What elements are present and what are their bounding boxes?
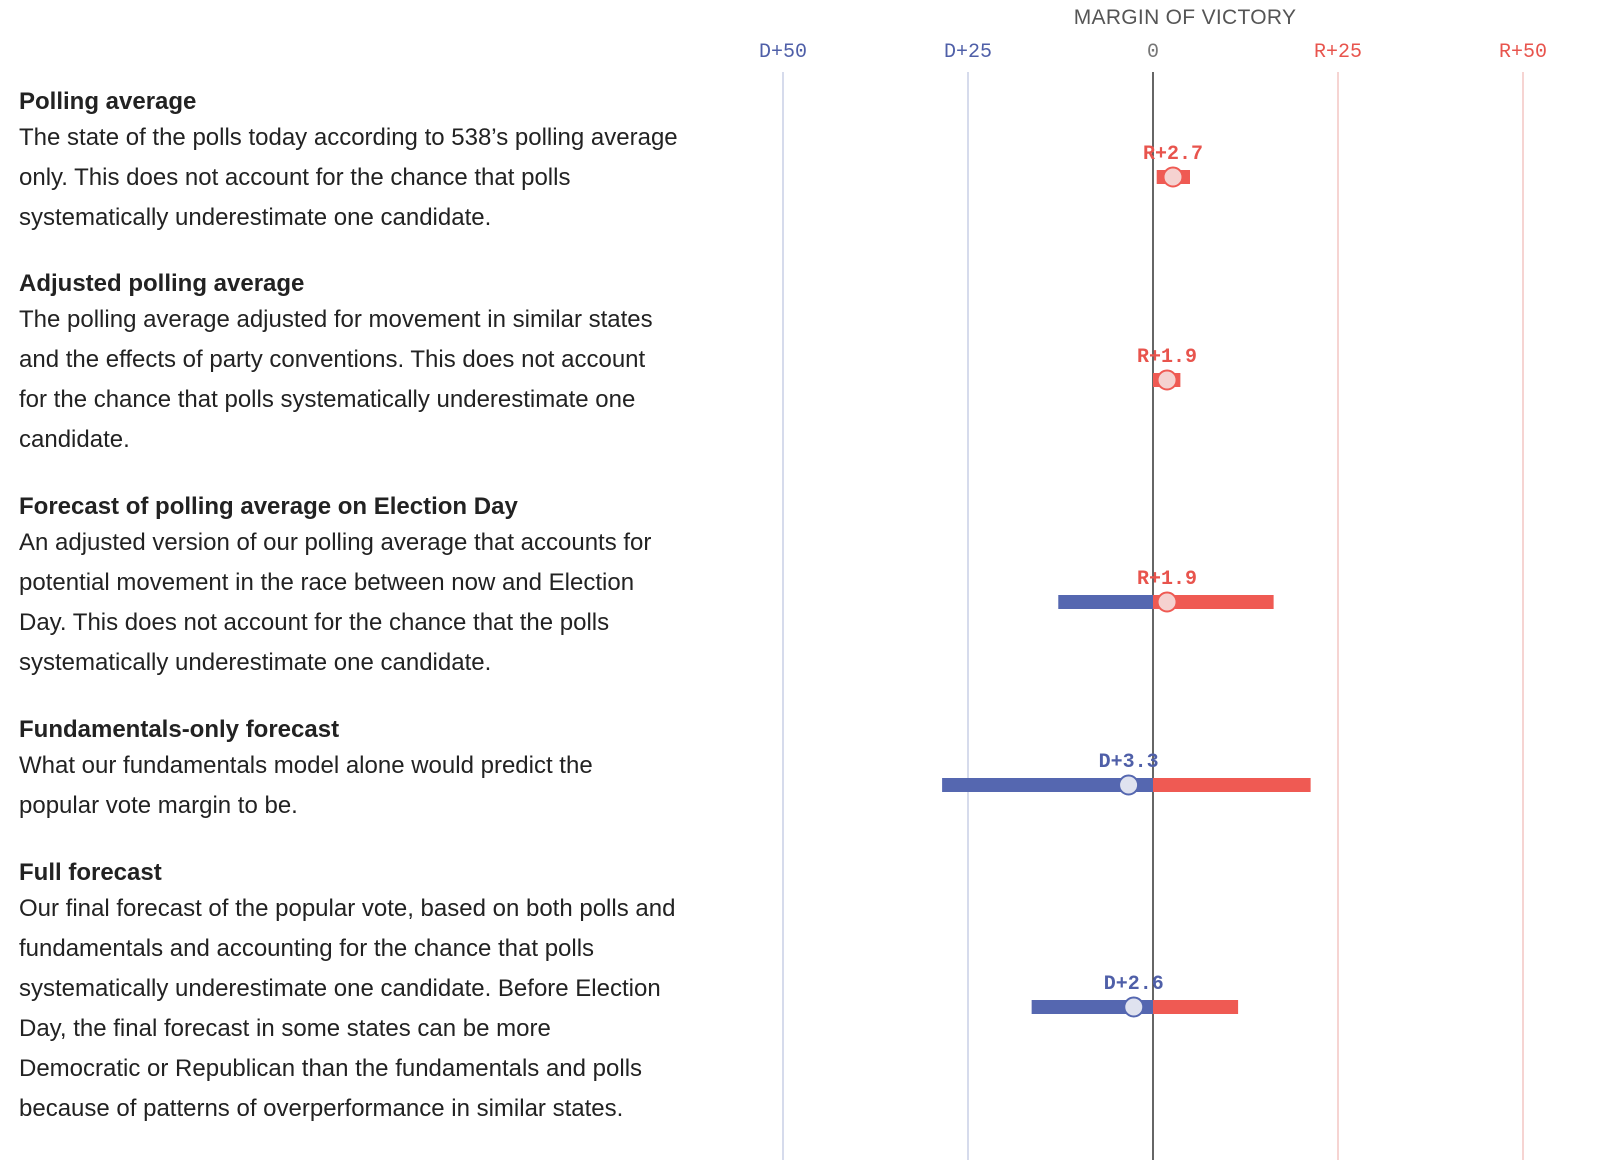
row-description-line: only. This does not account for the chan… (19, 164, 571, 191)
row-label: Fundamentals-only forecast (19, 716, 340, 743)
row-description-line: Our final forecast of the popular vote, … (19, 895, 676, 922)
row-text-3: Forecast of polling average on Election … (19, 491, 759, 683)
row-description-line: and the effects of party conventions. Th… (19, 346, 646, 373)
tick-label-1: D+25 (944, 41, 992, 64)
row-description-line: Democratic or Republican than the fundam… (19, 1055, 643, 1082)
estimate-dot-1 (1162, 166, 1184, 188)
row-description-line: candidate. (19, 426, 130, 453)
value-label-4: D+3.3 (1099, 751, 1159, 774)
value-label-3: R+1.9 (1137, 568, 1197, 591)
rep-range-bar-3 (1153, 595, 1274, 609)
row-description-line: because of patterns of overperformance i… (19, 1095, 624, 1122)
row-description-line: systematically underestimate one candida… (19, 649, 492, 676)
row-description-line: fundamentals and accounting for the chan… (19, 935, 595, 962)
tick-label-2: 0 (1147, 41, 1159, 64)
row-description-line: popular vote margin to be. (19, 792, 298, 819)
rep-range-bar-4 (1153, 778, 1311, 792)
row-text-4: Fundamentals-only forecast What our funda… (19, 714, 759, 826)
row-label: Full forecast (19, 859, 162, 886)
chart-title: MARGIN OF VICTORY (1073, 6, 1297, 29)
row-description-line: for the chance that polls systematically… (19, 386, 636, 413)
row-description-line: potential movement in the race between n… (19, 569, 635, 596)
tick-label-4: R+50 (1499, 41, 1547, 64)
row-description-line: The polling average adjusted for movemen… (19, 306, 653, 333)
row-text-2: Adjusted polling average The polling aver… (19, 268, 759, 460)
row-text-5: Full forecast Our final forecast of the p… (19, 857, 759, 1129)
estimate-dot-3 (1156, 591, 1178, 613)
tick-label-0: D+50 (759, 41, 807, 64)
dem-range-bar-4 (942, 778, 1153, 792)
row-description-line: An adjusted version of our polling avera… (19, 529, 652, 556)
row-label: Forecast of polling average on Election … (19, 493, 518, 520)
row-label: Adjusted polling average (19, 270, 305, 297)
value-label-5: D+2.6 (1104, 973, 1164, 996)
row-description-line: What our fundamentals model alone would … (19, 752, 593, 779)
dem-range-bar-3 (1058, 595, 1153, 609)
rep-range-bar-5 (1153, 1000, 1239, 1014)
row-label: Polling average (19, 88, 197, 115)
value-label-2: R+1.9 (1137, 346, 1197, 369)
row-description-line: The state of the polls today according t… (19, 124, 678, 151)
row-description-line: Day. This does not account for the chanc… (19, 609, 610, 636)
row-text-1: Polling average The state of the polls to… (19, 86, 759, 238)
estimate-dot-2 (1156, 369, 1178, 391)
tick-label-3: R+25 (1314, 41, 1362, 64)
estimate-dot-5 (1123, 996, 1145, 1018)
value-label-1: R+2.7 (1143, 143, 1203, 166)
estimate-dot-4 (1118, 774, 1140, 796)
row-description-line: Day, the final forecast in some states c… (19, 1015, 551, 1042)
row-description-line: systematically underestimate one candida… (19, 975, 661, 1002)
row-description-line: systematically underestimate one candida… (19, 204, 492, 231)
dem-range-bar-5 (1031, 1000, 1153, 1014)
